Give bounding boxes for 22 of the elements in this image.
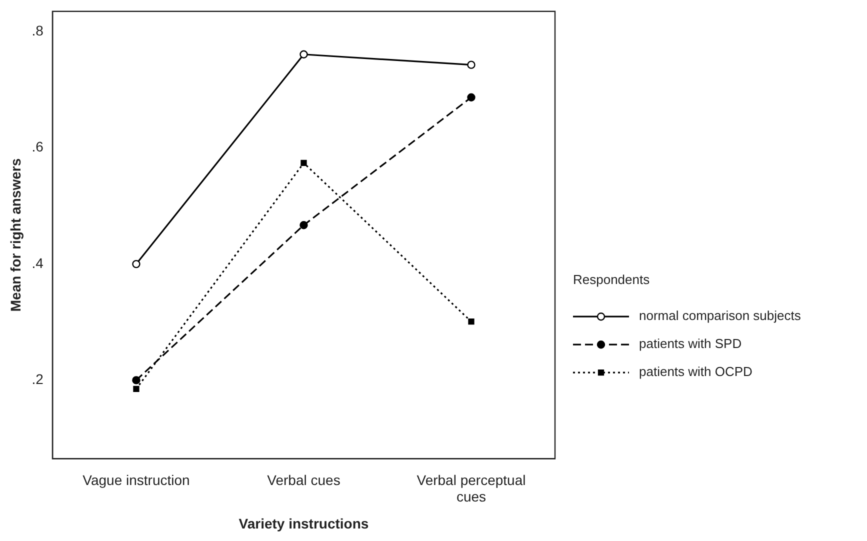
x-tick-label: Vague instruction: [82, 472, 190, 488]
point: [300, 221, 308, 230]
legend-title: Respondents: [573, 272, 650, 288]
point: [132, 376, 140, 384]
legend-label: normal comparison subjects: [639, 308, 802, 324]
legend-label: patients with SPD: [639, 336, 742, 352]
y-tick-label: .8: [32, 22, 44, 39]
x-tick-label: Verbal perceptual cues: [416, 472, 526, 505]
point: [300, 160, 307, 166]
x-tick-label: Verbal cues: [267, 472, 340, 488]
point: [132, 260, 140, 268]
y-tick-label: .6: [32, 138, 44, 155]
point: [300, 50, 308, 58]
y-tick-label: .4: [32, 254, 44, 271]
y-axis-title: Mean for right answers: [7, 158, 24, 312]
legend-label: patients with OCPD: [639, 364, 752, 380]
point: [467, 60, 476, 69]
point: [133, 386, 140, 392]
y-tick-label: .2: [32, 371, 44, 388]
point: [468, 318, 474, 325]
x-axis-title: Variety instructions: [238, 515, 369, 532]
point: [467, 93, 476, 102]
